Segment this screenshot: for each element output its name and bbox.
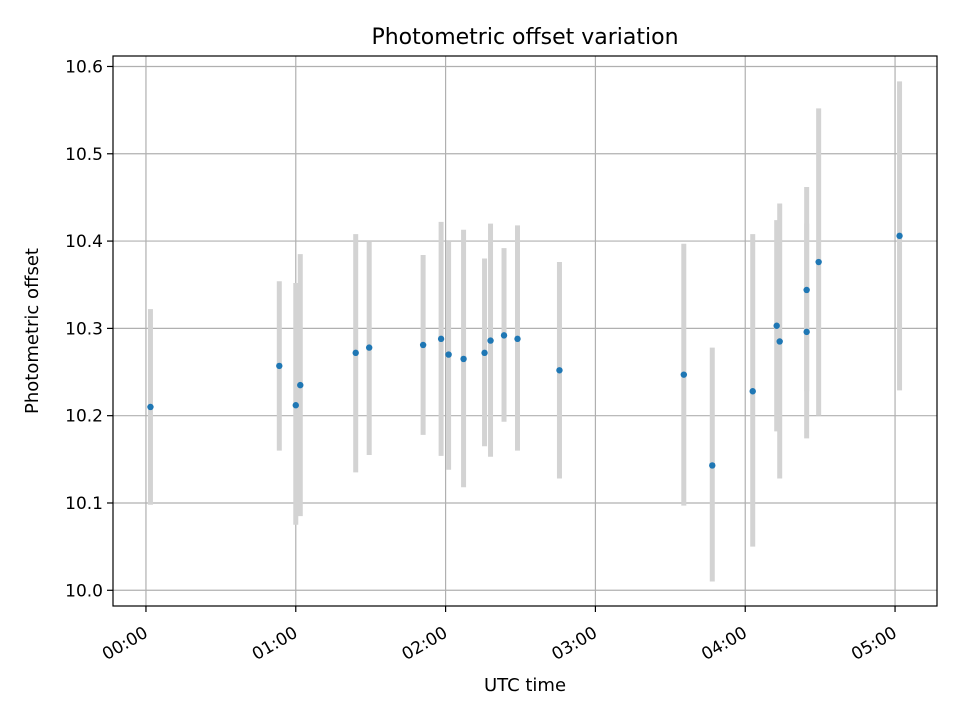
y-tick-label: 10.5 (65, 145, 103, 165)
data-point (803, 286, 810, 294)
y-axis-label: Photometric offset (22, 248, 43, 414)
data-point (709, 462, 716, 469)
data-point (481, 349, 488, 357)
data-point (352, 349, 359, 357)
y-tick-label: 10.0 (65, 581, 103, 601)
y-tick-label: 10.2 (65, 407, 103, 427)
y-tick-label: 10.3 (65, 319, 103, 339)
data-point (773, 322, 780, 329)
data-point (803, 328, 810, 336)
data-point (437, 335, 445, 343)
data-point (147, 403, 154, 411)
y-tick-label: 10.6 (65, 57, 103, 77)
data-point (292, 402, 299, 409)
data-point (749, 388, 756, 395)
data-point (500, 332, 508, 339)
data-point (487, 337, 494, 344)
data-point (514, 335, 521, 343)
data-point (365, 344, 373, 351)
data-point (460, 355, 467, 363)
data-point (276, 362, 283, 370)
data-point (776, 338, 783, 345)
x-axis-label: UTC time (484, 675, 566, 696)
data-point (297, 381, 304, 389)
data-point (815, 258, 822, 266)
data-markers (147, 232, 903, 469)
y-tick-label: 10.1 (65, 494, 103, 514)
plot-frame (112, 55, 938, 607)
data-point (556, 367, 563, 374)
chart-title: Photometric offset variation (371, 25, 678, 50)
data-point (419, 341, 427, 349)
data-point (896, 232, 903, 240)
grid (113, 56, 937, 606)
y-tick-label: 10.4 (65, 232, 103, 252)
data-point (445, 351, 452, 358)
data-point (680, 371, 688, 378)
